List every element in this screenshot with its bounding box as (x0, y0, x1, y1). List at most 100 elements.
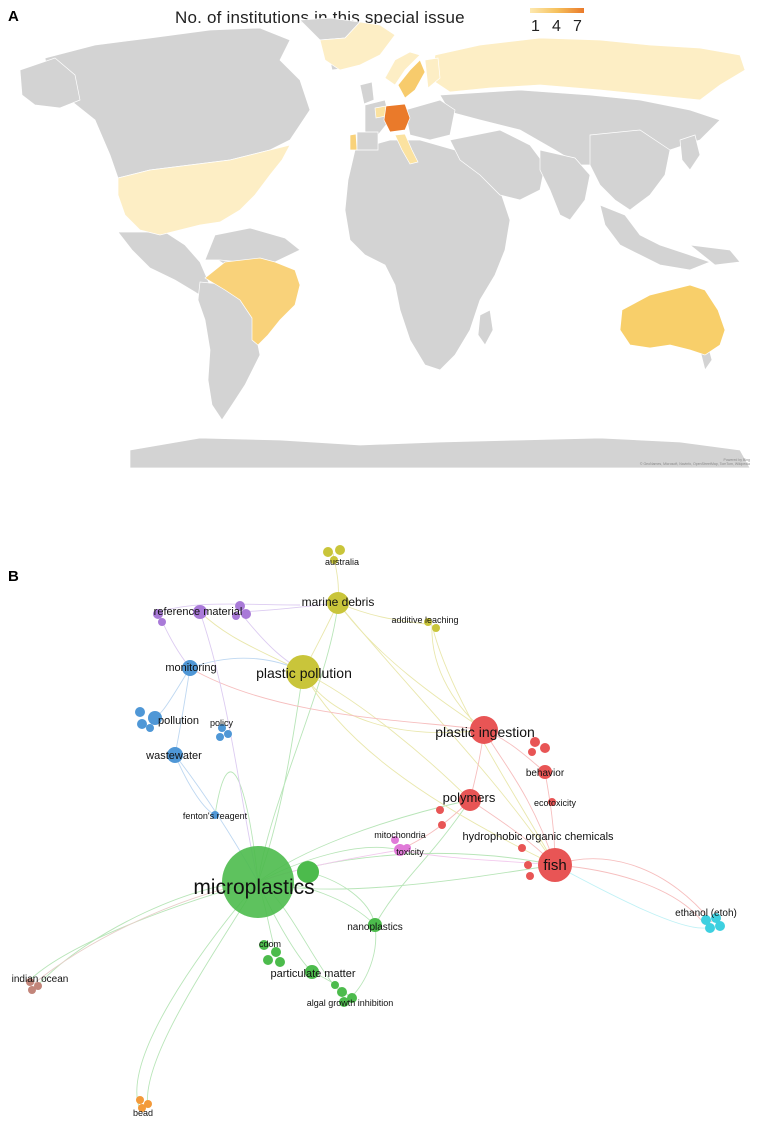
legend-tick-1: 1 (531, 18, 540, 35)
label-plastic-pollution: plastic pollution (256, 665, 352, 681)
node-policy-b (224, 730, 232, 738)
node-australia-a (323, 547, 333, 557)
map-region-italy (394, 133, 419, 165)
label-toxicity: toxicity (396, 847, 424, 857)
map-region-spain (356, 131, 379, 151)
node-cdom-b (271, 947, 281, 957)
node-polymers (459, 789, 481, 811)
node-ecotoxicity (548, 798, 556, 806)
node-red-a (530, 737, 540, 747)
map-title: No. of institutions in this special issu… (175, 8, 465, 27)
node-australia-b (335, 545, 345, 555)
label-bead: bead (133, 1108, 153, 1118)
map-region-sweden (397, 59, 426, 99)
map-region-eastern-europe (404, 99, 456, 141)
node-algal-a (337, 987, 347, 997)
label-cdom: cdom (259, 939, 281, 949)
map-legend-colorbar (530, 8, 584, 13)
label-polymers: polymers (443, 790, 496, 805)
node-behavior (538, 765, 552, 779)
map-region-germany (383, 103, 411, 133)
node-red-c (528, 748, 536, 756)
map-region-norway (384, 51, 421, 86)
node-red-e (438, 821, 446, 829)
node-green-satellite (297, 861, 319, 883)
node-cdom-a (259, 940, 269, 950)
map-region-new-guinea (688, 244, 741, 266)
label-algal-growth-inhibition: algal growth inhibition (307, 998, 394, 1008)
map-region-alaska (19, 57, 81, 109)
node-additive-leaching-a (424, 618, 432, 626)
node-microplastics (222, 846, 294, 918)
label-behavior: behavior (526, 768, 565, 779)
label-mitochondria: mitochondria (374, 830, 426, 840)
node-bead-c (138, 1104, 146, 1112)
node-marine-debris (327, 592, 349, 614)
node-algal-c (339, 997, 349, 1007)
label-marine-debris: marine debris (302, 595, 375, 609)
node-indian-ocean-b (34, 982, 42, 990)
node-monitoring (182, 660, 198, 676)
node-fish (538, 848, 572, 882)
node-australia-c (330, 556, 338, 564)
node-purple-d (241, 609, 251, 619)
map-region-canada (44, 27, 311, 179)
panel-b-label: B (8, 568, 19, 585)
label-ecotoxicity: ecotoxicity (534, 798, 577, 808)
node-red-f (518, 844, 526, 852)
node-pollution-c (146, 724, 154, 732)
label-fish: fish (543, 857, 566, 874)
map-region-southeast-asia (599, 204, 711, 271)
map-attribution: Powered by Bing © GeoNames, Microsoft, N… (639, 458, 750, 466)
map-region-uk (359, 81, 375, 105)
node-purple-e (232, 612, 240, 620)
map-region-australia (619, 284, 726, 356)
node-pink-a (403, 844, 411, 852)
label-pollution: pollution (158, 715, 199, 727)
node-ethanol-b (711, 913, 721, 923)
map-region-japan (679, 134, 701, 171)
legend-tick-4: 4 (552, 18, 561, 35)
node-algal-b (347, 993, 357, 1003)
node-toxicity (394, 844, 406, 856)
label-australia: australia (325, 557, 359, 567)
map-region-middle-east (449, 129, 546, 201)
node-algal-d (331, 981, 339, 989)
node-indian-ocean-a (26, 978, 34, 986)
node-plastic-ingestion (470, 716, 498, 744)
map-region-russia (431, 37, 746, 101)
node-wastewater (167, 747, 183, 763)
node-policy-c (216, 733, 224, 741)
node-particulate-matter (305, 965, 319, 979)
label-fentons-reagent: fenton's reagent (183, 811, 248, 821)
map-region-greenland (319, 21, 396, 71)
node-pollution-a (135, 707, 145, 717)
node-pollution-b (137, 719, 147, 729)
node-plastic-pollution (286, 655, 320, 689)
node-purple-a (153, 609, 163, 619)
map-region-south-asia (539, 149, 591, 221)
label-plastic-ingestion: plastic ingestion (435, 724, 535, 740)
label-wastewater: wastewater (145, 750, 202, 762)
legend-tick-7: 7 (573, 18, 582, 35)
label-nanoplastics: nanoplastics (347, 922, 403, 933)
label-particulate-matter: particulate matter (271, 968, 356, 980)
node-red-b (540, 743, 550, 753)
node-red-d (436, 806, 444, 814)
label-indian-ocean: indian ocean (12, 974, 69, 985)
node-bead-a (136, 1096, 144, 1104)
node-red-h (526, 872, 534, 880)
map-region-antarctica (129, 437, 751, 469)
node-indian-ocean-c (28, 986, 36, 994)
node-ethanol-c (705, 923, 715, 933)
node-fentons-reagent (211, 811, 219, 819)
node-cdom-c (263, 955, 273, 965)
node-nanoplastics (368, 918, 382, 932)
label-monitoring: monitoring (165, 662, 216, 674)
label-reference-material: reference material (154, 606, 243, 618)
label-ethanol: ethanol (etoh) (675, 908, 737, 919)
node-mitochondria (391, 836, 399, 844)
node-purple-c (235, 601, 245, 611)
map-region-east-asia (589, 129, 671, 211)
